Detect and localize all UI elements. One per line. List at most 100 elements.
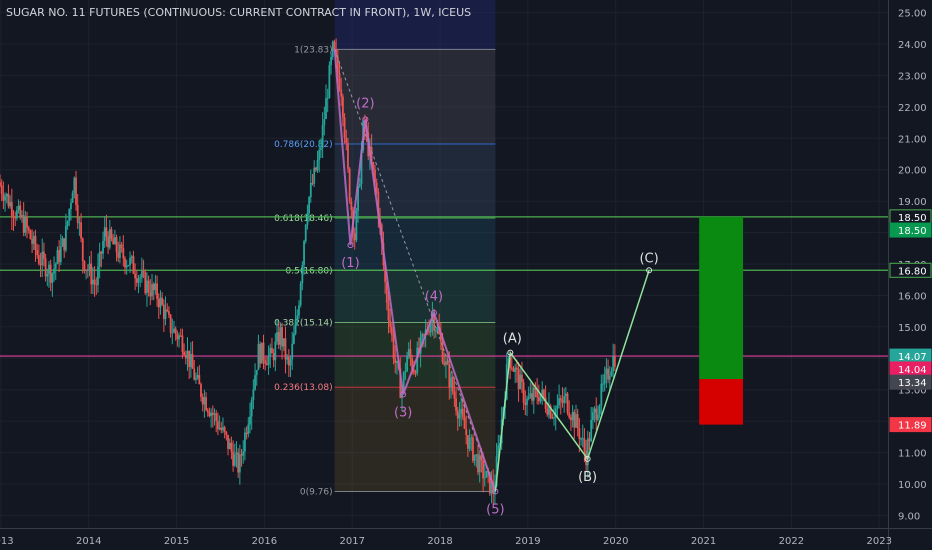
candle-body <box>412 369 415 373</box>
candle-body <box>588 438 591 442</box>
candle-body <box>59 246 62 263</box>
candle-body <box>448 364 451 388</box>
candle-body <box>390 326 393 336</box>
candle-body <box>191 354 194 369</box>
wave-point <box>400 391 407 398</box>
x-tick-label: 2018 <box>427 536 452 547</box>
candle-body <box>71 192 74 203</box>
candle-body <box>216 421 219 430</box>
candle-body <box>237 452 240 473</box>
candle-body <box>526 398 528 405</box>
candle-body <box>272 353 275 361</box>
candle-body <box>570 417 572 421</box>
candle-body <box>461 408 464 417</box>
candle-body <box>4 196 6 201</box>
y-tick-label: 20.00 <box>898 166 927 177</box>
candle-body <box>244 432 246 452</box>
price-tag-label: 16.80 <box>898 266 927 277</box>
candle-body <box>512 368 515 372</box>
candle-body <box>68 209 71 222</box>
price-tag-label: 18.50 <box>898 213 927 224</box>
candle-body <box>458 413 461 419</box>
wave-point <box>584 455 591 462</box>
candle-body <box>240 454 243 456</box>
candle-body <box>193 368 196 380</box>
candle-body <box>63 238 66 251</box>
x-tick-label: 2015 <box>164 536 189 547</box>
candle-body <box>245 432 248 435</box>
candle-body <box>330 56 332 66</box>
y-tick-label: 22.00 <box>898 103 927 114</box>
wave-label-green: (B) <box>578 470 597 485</box>
candle-body <box>93 279 96 285</box>
candle-body <box>353 233 356 241</box>
candle-body <box>140 271 143 278</box>
candle-body <box>536 389 539 398</box>
candle-body <box>228 442 231 449</box>
candle-body <box>304 224 307 242</box>
candle-body <box>456 410 459 419</box>
candle-body <box>39 263 42 265</box>
candle-body <box>242 451 245 456</box>
y-tick-label: 21.00 <box>898 134 927 145</box>
candle-body <box>600 383 603 406</box>
fib-level-label: 0.618(18.46) <box>274 214 333 224</box>
candle-body <box>341 96 344 118</box>
candle-body <box>357 186 359 211</box>
candle-body <box>169 314 172 333</box>
candle-body <box>429 321 432 333</box>
candle-body <box>495 456 498 486</box>
candle-body <box>331 41 334 57</box>
candle-body <box>274 341 277 361</box>
candle-body <box>497 445 500 457</box>
candle-body <box>0 185 3 194</box>
candle-body <box>9 202 12 207</box>
fib-zone <box>334 49 496 144</box>
candle-body <box>510 367 513 369</box>
candle-body <box>284 338 287 360</box>
candle-body <box>75 177 77 205</box>
candle-body <box>112 238 115 245</box>
candle-body <box>286 357 289 360</box>
fib-zone-top <box>334 0 496 50</box>
candle-body <box>279 327 282 345</box>
candle-body <box>157 298 160 308</box>
y-tick-label: 11.00 <box>898 449 927 460</box>
wave-label-green: (C) <box>639 251 658 266</box>
candle-body <box>409 349 412 359</box>
candle-body <box>372 162 375 170</box>
candle-body <box>308 197 311 214</box>
price-tag-label: 13.34 <box>898 378 927 389</box>
candle-body <box>51 273 54 283</box>
candle-body <box>81 238 84 262</box>
candle-body <box>306 213 309 225</box>
candle-body <box>294 319 297 334</box>
fib-zone <box>334 322 496 388</box>
y-tick-label: 15.00 <box>898 323 927 334</box>
wave-point <box>362 116 369 123</box>
candle-body <box>173 328 175 333</box>
candle-body <box>613 355 616 367</box>
candle-body <box>551 417 554 419</box>
candle-body <box>534 387 537 390</box>
candle-body <box>485 471 488 478</box>
candle-body <box>210 412 213 417</box>
candle-body <box>321 125 324 148</box>
candle-body <box>566 393 569 413</box>
candle-body <box>375 182 378 193</box>
wave-label-green: (A) <box>503 332 522 347</box>
candle-body <box>227 434 229 449</box>
candle-body <box>80 222 82 239</box>
candle-body <box>31 238 33 244</box>
wave-point <box>347 242 354 249</box>
y-tick-label: 25.00 <box>898 9 927 20</box>
candle-body <box>196 375 199 378</box>
candle-body <box>553 417 555 419</box>
price-tag <box>889 222 932 238</box>
candle-body <box>110 229 113 239</box>
candle-body <box>32 235 35 244</box>
candle-body <box>605 368 608 375</box>
candle-body <box>223 427 226 432</box>
candle-body <box>201 397 204 405</box>
